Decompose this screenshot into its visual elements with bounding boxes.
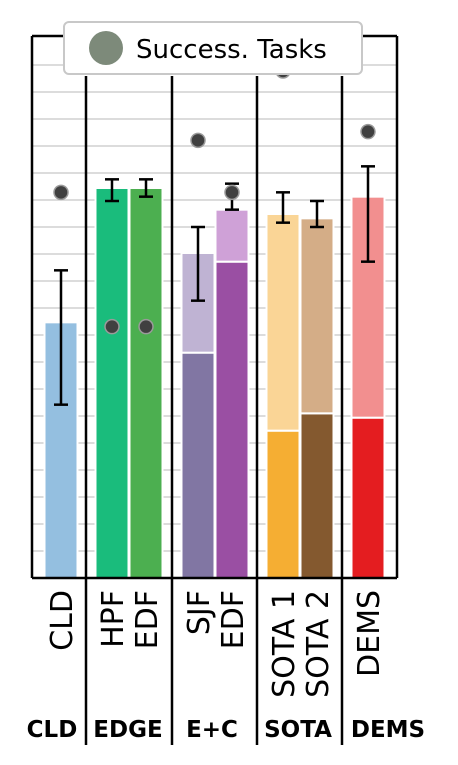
legend: Success. Tasks — [63, 21, 363, 75]
success-marker — [138, 318, 154, 335]
category-label: SOTA 2 — [301, 590, 336, 698]
bar-segment — [299, 217, 335, 415]
category-label: EDF — [216, 590, 251, 649]
group-label: DEMS — [351, 717, 425, 743]
bar-segment — [94, 187, 130, 579]
bar-segment — [180, 351, 216, 579]
legend-marker — [89, 31, 123, 65]
bars — [43, 187, 386, 580]
group-label: CLD — [27, 717, 78, 743]
bar-segment — [299, 412, 335, 580]
category-label: SJF — [182, 590, 217, 635]
group-label: SOTA — [264, 717, 332, 743]
group-label: E+C — [186, 717, 238, 743]
bar-segment — [265, 429, 301, 579]
bar-segment — [214, 208, 250, 263]
plot-frame — [30, 34, 399, 745]
success-marker — [190, 132, 206, 149]
category-label: SOTA 1 — [267, 590, 302, 698]
category-label: HPF — [96, 590, 131, 648]
bar-segment — [128, 187, 164, 579]
success-marker — [224, 184, 240, 201]
legend-label: Success. Tasks — [136, 35, 327, 65]
success-marker — [104, 318, 120, 335]
bar-segment — [265, 213, 301, 432]
success-marker — [53, 184, 69, 201]
category-label: DEMS — [352, 590, 387, 677]
category-label: CLD — [45, 590, 80, 651]
group-labels: CLD EDGE E+C SOTA DEMS — [27, 717, 425, 743]
bar-segment — [350, 416, 386, 579]
legend-box — [63, 21, 363, 75]
group-label: EDGE — [93, 717, 162, 743]
success-marker — [360, 123, 376, 140]
category-label: EDF — [130, 590, 165, 649]
bar-segment — [214, 260, 250, 579]
category-labels: CLD HPF EDF SJF EDF SOTA 1 SOTA 2 DEMS — [45, 590, 387, 698]
